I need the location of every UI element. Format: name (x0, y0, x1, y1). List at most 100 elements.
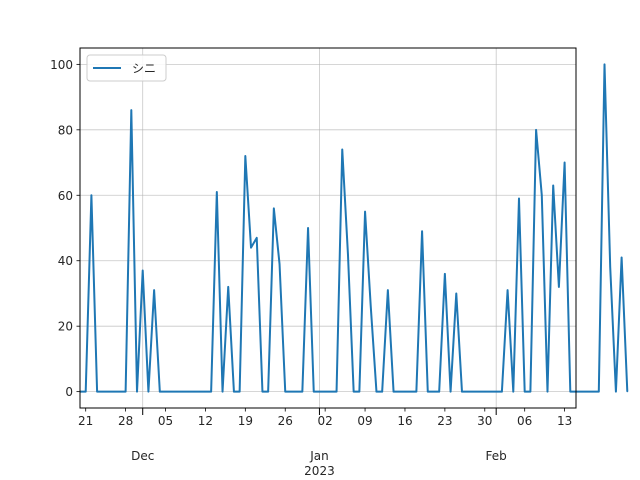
data-point (506, 289, 509, 291)
data-point (415, 391, 417, 393)
data-point (501, 391, 503, 393)
data-point (392, 391, 395, 393)
x-major-tick-label: Feb (486, 449, 507, 463)
x-minor-tick-label: 30 (477, 414, 492, 428)
series-line (80, 63, 629, 393)
data-point (432, 391, 435, 393)
data-point (410, 391, 412, 393)
data-point (564, 161, 566, 164)
data-point (176, 391, 178, 393)
data-point (609, 266, 611, 268)
data-point (142, 269, 144, 272)
data-point (421, 230, 423, 232)
data-point (404, 391, 406, 393)
legend: シニ (86, 54, 167, 82)
x-minor-tick-label: 12 (198, 414, 213, 428)
data-point (182, 391, 184, 393)
data-point (621, 256, 623, 259)
x-minor-tick-label: 09 (357, 414, 372, 428)
x-minor-tick-label: 16 (397, 414, 412, 428)
data-point (227, 286, 229, 288)
data-point (444, 273, 446, 275)
data-point (296, 391, 298, 393)
data-point (130, 109, 132, 111)
x-minor-tick-label: 05 (158, 414, 173, 428)
data-point (119, 391, 121, 393)
data-point (278, 263, 281, 265)
data-point (535, 129, 537, 131)
data-point (489, 391, 492, 393)
data-point (250, 247, 252, 249)
data-point (159, 391, 161, 393)
data-point (187, 391, 189, 393)
series-layer (79, 63, 629, 393)
data-point (381, 391, 383, 393)
data-point (136, 391, 138, 393)
data-point (558, 286, 560, 288)
data-point (358, 391, 360, 393)
data-point (341, 148, 343, 151)
data-point (398, 391, 400, 393)
x-minor-tick-label: 13 (557, 414, 572, 428)
data-point (370, 305, 372, 308)
data-point (233, 391, 235, 393)
data-point (330, 391, 332, 393)
data-point (524, 391, 526, 393)
data-point (603, 63, 606, 65)
data-point (375, 391, 378, 393)
data-point (427, 391, 429, 393)
x-minor-tick-label: 06 (517, 414, 532, 428)
y-tick-label: 100 (50, 58, 73, 72)
grid (80, 48, 576, 408)
y-axis: 0 20 40 60 80 100 (50, 58, 80, 399)
data-point (347, 253, 349, 255)
y-tick-label: 0 (65, 385, 73, 399)
data-point (290, 391, 292, 393)
x-minor-tick-label: 21 (78, 414, 93, 428)
data-point (467, 391, 469, 393)
data-point (244, 155, 246, 157)
data-point (125, 391, 127, 393)
data-point (164, 391, 167, 393)
legend-box (86, 54, 167, 82)
data-point (216, 191, 218, 193)
data-point (284, 391, 286, 393)
data-point (512, 391, 514, 393)
data-point (307, 227, 309, 229)
data-point (586, 391, 589, 393)
plot-frame (79, 47, 577, 409)
data-point (478, 391, 480, 393)
data-point (199, 391, 201, 393)
x-minor-tick-label: 28 (118, 414, 133, 428)
data-point (353, 391, 355, 393)
data-point (438, 391, 440, 393)
data-point (239, 391, 241, 393)
data-point (449, 391, 452, 393)
data-point (472, 391, 474, 393)
data-point (113, 391, 115, 393)
data-point (273, 207, 275, 209)
data-point (267, 391, 269, 393)
data-point (387, 289, 389, 291)
data-point (256, 237, 258, 239)
y-tick-label: 40 (58, 254, 73, 268)
data-point (364, 211, 366, 213)
data-point (461, 391, 463, 393)
data-point (569, 391, 571, 393)
data-point (592, 391, 594, 393)
data-point (313, 391, 315, 393)
data-point (484, 391, 486, 393)
data-point (153, 289, 155, 291)
data-point (90, 194, 92, 196)
x-major-tick-label: Jan (309, 449, 329, 463)
data-point (261, 391, 264, 393)
data-point (170, 391, 172, 393)
data-point (210, 391, 212, 393)
data-point (301, 391, 303, 393)
data-point (581, 391, 583, 393)
data-point (626, 391, 628, 393)
y-tick-label: 80 (58, 123, 73, 137)
data-point (615, 391, 617, 393)
